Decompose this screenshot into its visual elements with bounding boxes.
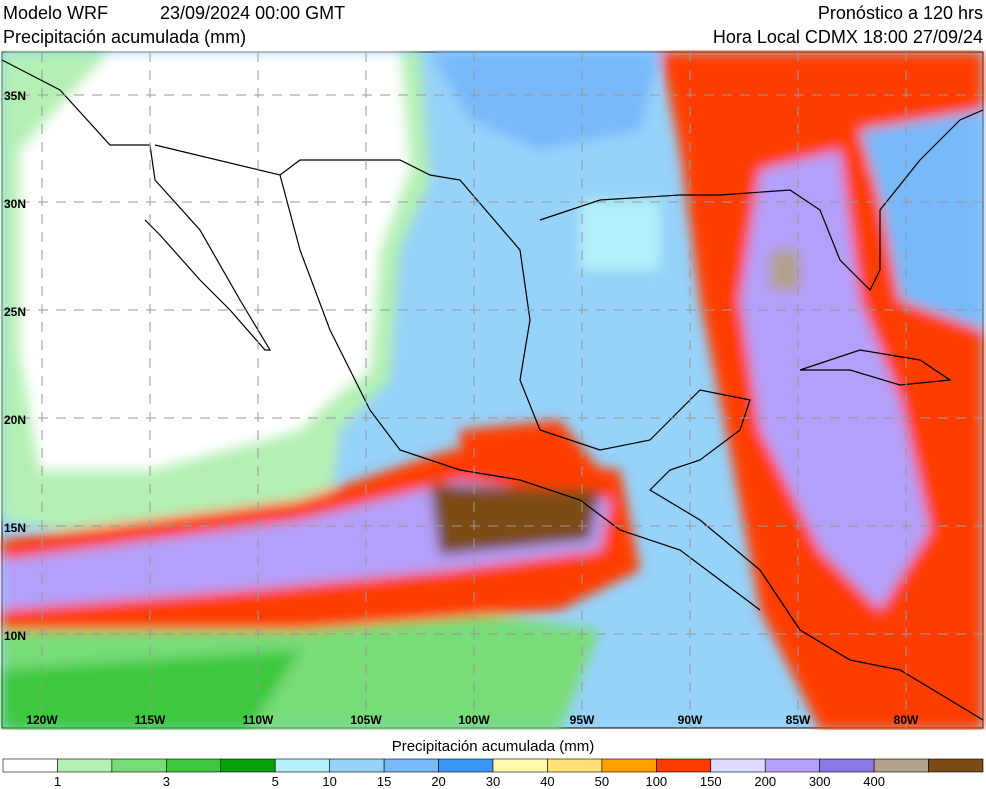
- model-label: Modelo WRF: [3, 3, 109, 23]
- precip-field: [2, 52, 983, 730]
- colorbar-label: 150: [700, 774, 722, 789]
- color-bin: [220, 758, 276, 773]
- lon-label: 115W: [135, 713, 166, 727]
- variable-label: Precipitación acumulada (mm): [3, 27, 247, 47]
- color-bin: [492, 758, 548, 773]
- color-bin: [2, 758, 58, 773]
- forecast-label: Pronóstico a 120 hrs: [817, 3, 983, 23]
- graticule: [2, 52, 983, 728]
- lat-label: 15N: [4, 521, 26, 535]
- colorbar-label: 5: [272, 774, 279, 789]
- color-bin: [547, 758, 603, 773]
- colorbar-label: 100: [645, 774, 667, 789]
- color-bin: [710, 758, 766, 773]
- lon-label: 120W: [26, 713, 58, 727]
- color-bin: [928, 758, 984, 773]
- precipitation-map: 35N 30N 25N 20N 15N 10N 120W 115W 110W 105W 100W 95…: [1, 51, 984, 730]
- color-bin: [764, 758, 820, 773]
- colorbar-label: 10: [322, 774, 336, 789]
- lat-label: 35N: [4, 89, 26, 103]
- color-bin: [274, 758, 330, 773]
- run-date: 23/09/2024 00:00 GMT: [160, 3, 346, 23]
- lon-label: 85W: [786, 713, 811, 727]
- colorbar-label: 30: [486, 774, 500, 789]
- lon-label: 100W: [458, 713, 490, 727]
- color-bin: [656, 758, 712, 773]
- color-bin: [111, 758, 167, 773]
- color-bin: [383, 758, 439, 773]
- lat-label: 25N: [4, 305, 26, 319]
- colorbar-label: 1: [54, 774, 61, 789]
- lon-label: 95W: [570, 713, 595, 727]
- color-bin: [601, 758, 657, 773]
- colorbar-label: 400: [863, 774, 885, 789]
- colorbar-label: 3: [163, 774, 170, 789]
- colorbar-title: Precipitación acumulada (mm): [392, 738, 595, 755]
- color-bin: [166, 758, 222, 773]
- colorbar-label: 300: [809, 774, 831, 789]
- lon-label: 105W: [350, 713, 382, 727]
- local-time: Hora Local CDMX 18:00 27/09/24: [712, 27, 983, 47]
- colorbar: Precipitación acumulada (mm) 1 3 5 10 15 20 30…: [2, 738, 984, 789]
- lat-label: 20N: [4, 413, 26, 427]
- coastlines: [1, 59, 984, 721]
- lon-label: 90W: [678, 713, 703, 727]
- colorbar-label: 200: [754, 774, 776, 789]
- colorbar-label: 40: [540, 774, 554, 789]
- color-bin: [329, 758, 385, 773]
- color-bin: [873, 758, 929, 773]
- color-bin: [57, 758, 113, 773]
- lat-label: 10N: [4, 629, 26, 643]
- color-bin: [438, 758, 494, 773]
- color-bin: [819, 758, 875, 773]
- colorbar-label: 20: [431, 774, 445, 789]
- colorbar-label: 50: [595, 774, 609, 789]
- colorbar-label: 15: [377, 774, 391, 789]
- lon-label: 110W: [243, 713, 274, 727]
- lat-label: 30N: [4, 197, 26, 211]
- lon-label: 80W: [894, 713, 919, 727]
